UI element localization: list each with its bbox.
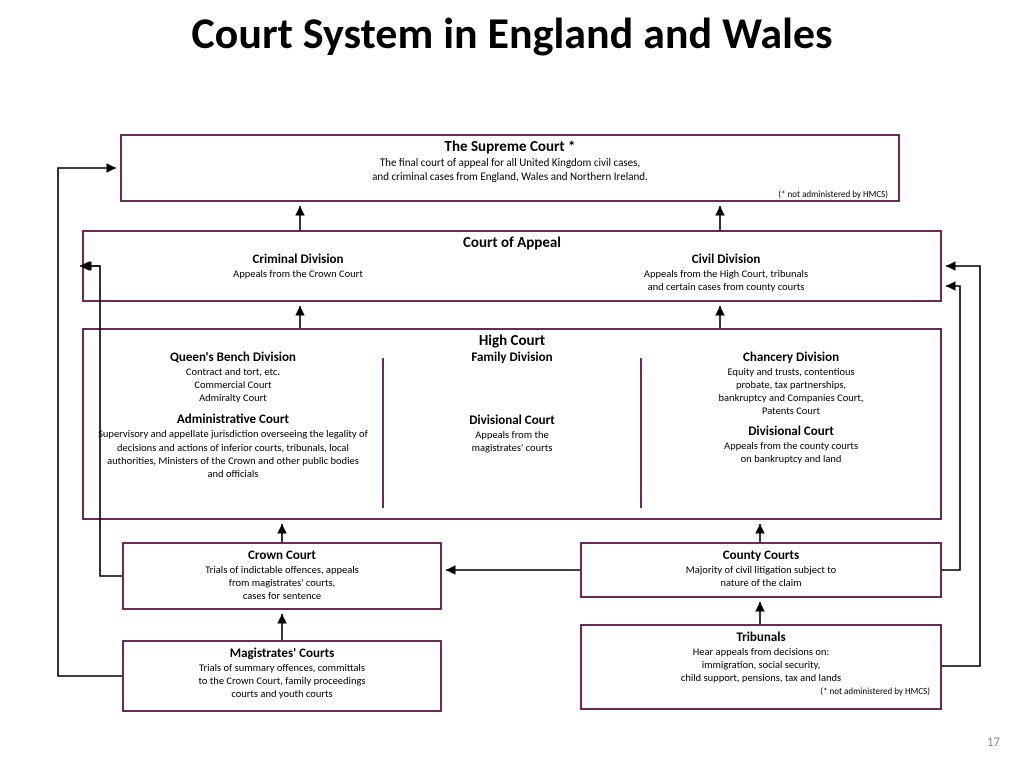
supreme-title: The Supreme Court * <box>122 136 898 156</box>
box-county-courts: County Courts Majority of civil litigati… <box>580 542 942 598</box>
family-divc-sub: Appeals from the magistrates' courts <box>394 428 630 454</box>
page-number: 17 <box>987 735 1000 750</box>
crown-sub: Trials of indictable offences, appeals f… <box>128 563 436 602</box>
supreme-subtitle: The final court of appeal for all United… <box>122 156 898 184</box>
family-title: Family Division <box>394 350 630 365</box>
supreme-footnote: (* not administered by HMCS) <box>778 189 894 200</box>
appeal-criminal-title: Criminal Division <box>92 252 504 267</box>
box-supreme-court: The Supreme Court * The final court of a… <box>120 134 900 202</box>
crown-title: Crown Court <box>128 548 436 563</box>
trib-sub: Hear appeals from decisions on: immigrat… <box>586 645 936 684</box>
qb-title: Queen's Bench Division <box>94 350 372 365</box>
box-court-of-appeal: Court of Appeal Criminal Division Appeal… <box>82 230 942 302</box>
appeal-civil-title: Civil Division <box>520 252 932 267</box>
mag-sub: Trials of summary offences, committals t… <box>128 661 436 700</box>
box-crown-court: Crown Court Trials of indictable offence… <box>122 542 442 610</box>
appeal-criminal-sub: Appeals from the Crown Court <box>92 267 504 280</box>
trib-footnote: (* not administered by HMCS) <box>586 686 936 697</box>
box-high-court: High Court Queen's Bench Division Contra… <box>82 328 942 520</box>
box-magistrates-courts: Magistrates' Courts Trials of summary of… <box>122 640 442 712</box>
family-divc-title: Divisional Court <box>394 413 630 428</box>
page-title: Court System in England and Wales <box>0 8 1024 59</box>
box-tribunals: Tribunals Hear appeals from decisions on… <box>580 624 942 710</box>
appeal-civil-sub: Appeals from the High Court, tribunals a… <box>520 267 932 293</box>
appeal-title: Court of Appeal <box>84 232 940 252</box>
high-title: High Court <box>84 330 940 350</box>
trib-title: Tribunals <box>586 630 936 645</box>
qb-sub: Contract and tort, etc. Commercial Court… <box>94 365 372 404</box>
high-divider-1 <box>382 358 384 508</box>
high-divider-2 <box>640 358 642 508</box>
chancery-title: Chancery Division <box>652 350 930 365</box>
admin-sub: Supervisory and appellate jurisdiction o… <box>94 427 372 480</box>
mag-title: Magistrates' Courts <box>128 646 436 661</box>
chancery-sub: Equity and trusts, contentious probate, … <box>652 365 930 418</box>
chancery-divc-sub: Appeals from the county courts on bankru… <box>652 439 930 465</box>
county-sub: Majority of civil litigation subject to … <box>586 563 936 589</box>
county-title: County Courts <box>586 548 936 563</box>
chancery-divc-title: Divisional Court <box>652 424 930 439</box>
admin-title: Administrative Court <box>94 412 372 427</box>
